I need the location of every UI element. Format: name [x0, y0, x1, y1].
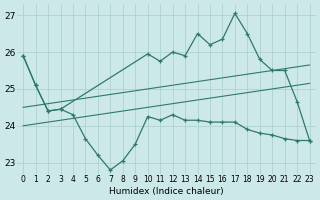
- X-axis label: Humidex (Indice chaleur): Humidex (Indice chaleur): [109, 187, 224, 196]
